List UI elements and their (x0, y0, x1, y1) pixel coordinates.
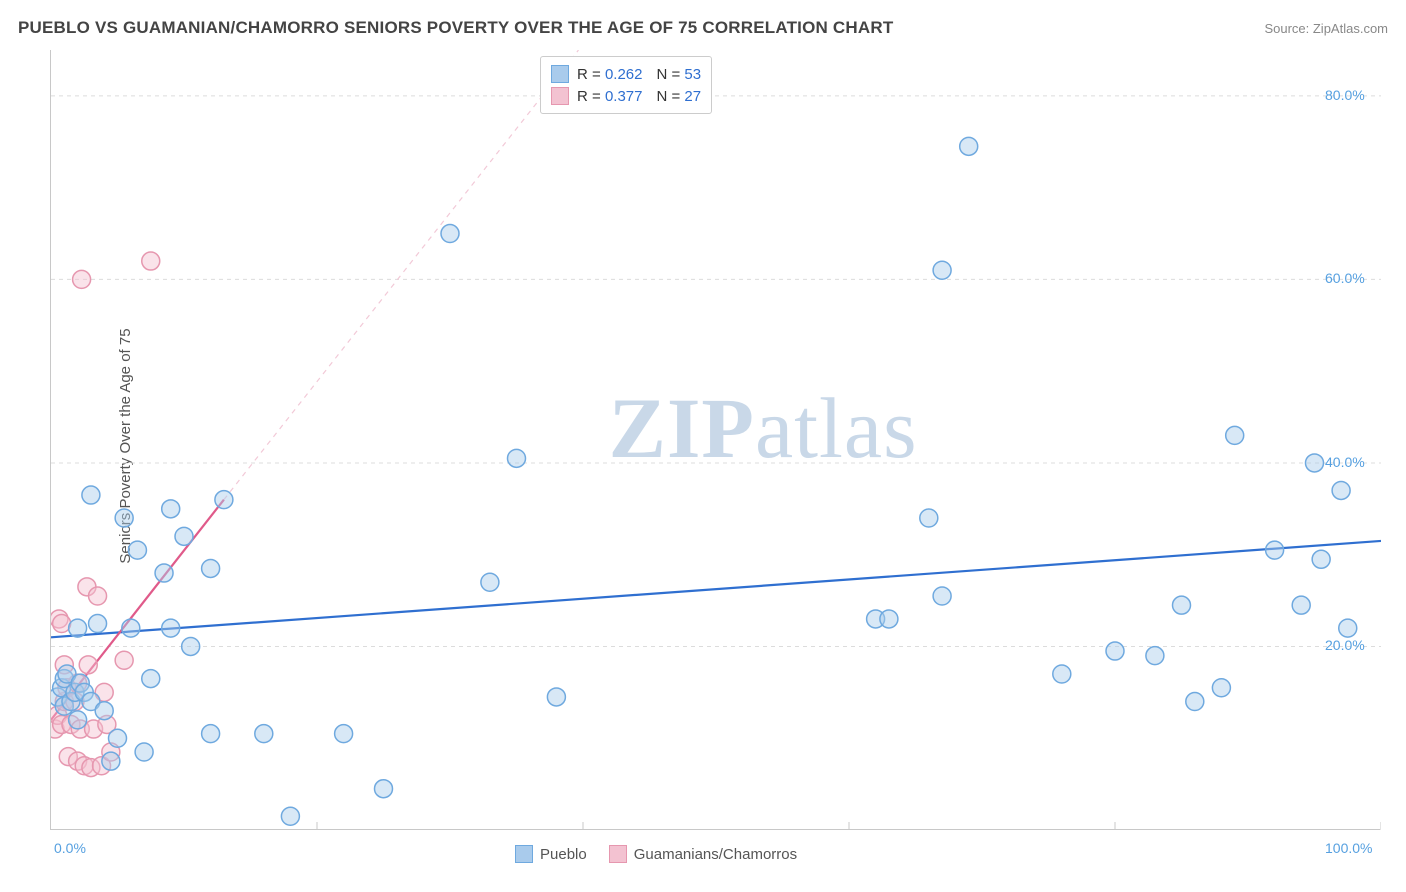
title-bar: PUEBLO VS GUAMANIAN/CHAMORRO SENIORS POV… (18, 18, 1388, 38)
legend-item-guamanian: Guamanians/Chamorros (609, 845, 797, 863)
r-label-guamanian: R = 0.377 (577, 88, 642, 105)
y-tick-label: 60.0% (1325, 270, 1365, 286)
x-tick-label: 0.0% (54, 840, 86, 856)
legend-swatch-pueblo (551, 65, 569, 83)
legend-label-guamanian: Guamanians/Chamorros (634, 846, 797, 863)
y-tick-label: 20.0% (1325, 637, 1365, 653)
legend-swatch-guamanian (551, 87, 569, 105)
y-tick-label: 80.0% (1325, 87, 1365, 103)
legend-item-pueblo: Pueblo (515, 845, 587, 863)
correlation-legend-box: R = 0.262 N = 53 R = 0.377 N = 27 (540, 56, 712, 114)
legend-swatch-guamanian (609, 845, 627, 863)
r-label-pueblo: R = 0.262 (577, 66, 642, 83)
y-tick-label: 40.0% (1325, 454, 1365, 470)
n-label-pueblo: N = 53 (656, 66, 701, 83)
series-legend: Pueblo Guamanians/Chamorros (515, 845, 797, 863)
x-tick-label: 100.0% (1325, 840, 1372, 856)
chart-title: PUEBLO VS GUAMANIAN/CHAMORRO SENIORS POV… (18, 18, 893, 38)
legend-label-pueblo: Pueblo (540, 846, 587, 863)
scatter-svg (51, 50, 1381, 830)
n-label-guamanian: N = 27 (656, 88, 701, 105)
correlation-row-pueblo: R = 0.262 N = 53 (551, 63, 701, 85)
legend-swatch-pueblo (515, 845, 533, 863)
correlation-row-guamanian: R = 0.377 N = 27 (551, 85, 701, 107)
chart-plot-area (50, 50, 1380, 830)
source-label: Source: ZipAtlas.com (1264, 21, 1388, 36)
